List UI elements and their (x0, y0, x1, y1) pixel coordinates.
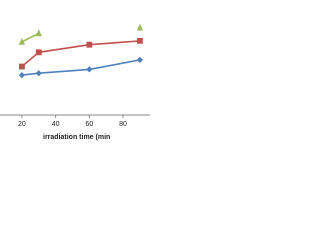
marker (18, 71, 26, 79)
x-tick-label: 20 (18, 121, 26, 128)
plot-area (18, 23, 144, 79)
chart: irradiation time (min 20 40 60 80 (0, 23, 150, 141)
marker (86, 66, 93, 73)
marker (35, 49, 42, 56)
x-tick-label: 40 (52, 121, 60, 128)
series-line (21, 59, 141, 76)
x-axis-title: irradiation time (min (43, 134, 110, 141)
x-tick-label: 80 (119, 121, 127, 128)
marker (19, 63, 25, 70)
marker (136, 56, 143, 64)
marker (35, 29, 42, 37)
marker (35, 70, 42, 77)
marker (136, 38, 143, 44)
x-tick-label: 60 (85, 121, 93, 128)
page: {"chart_data": {"type": "line", "x_label… (0, 23, 150, 141)
marker (86, 41, 93, 48)
marker (136, 23, 144, 31)
marker (18, 37, 26, 45)
series-line (21, 40, 140, 68)
